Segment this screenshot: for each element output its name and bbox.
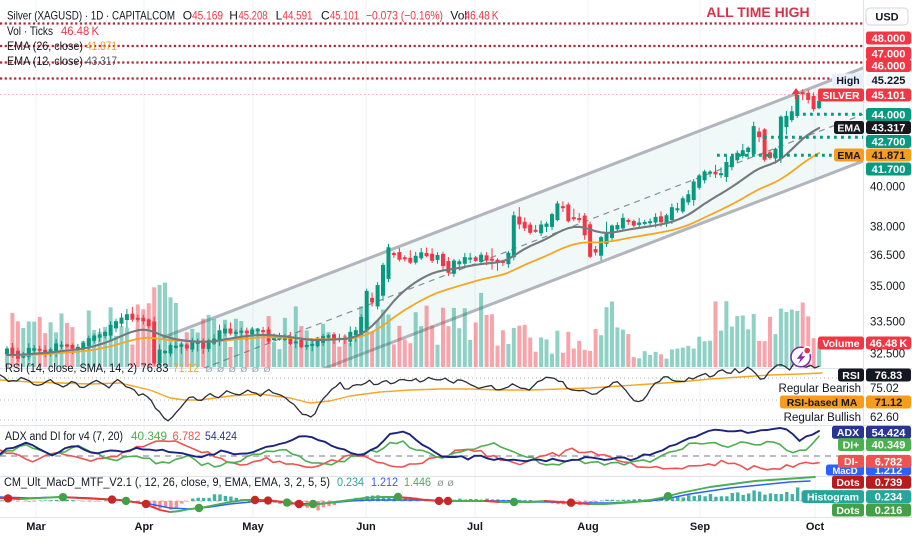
svg-text:54.424: 54.424 (872, 427, 907, 439)
svg-text:Histogram: Histogram (807, 491, 859, 503)
svg-text:41.871: 41.871 (872, 150, 906, 162)
svg-text:ø ø ø ø ø ø: ø ø ø ø ø ø (205, 364, 271, 375)
svg-text:44.000: 44.000 (872, 110, 906, 122)
svg-text:1.446: 1.446 (404, 477, 431, 489)
svg-text:ALL TIME HIGH: ALL TIME HIGH (706, 4, 809, 20)
svg-text:46.000: 46.000 (872, 61, 906, 73)
svg-text:41.871: 41.871 (86, 39, 117, 53)
svg-text:C: C (321, 9, 330, 23)
svg-text:EMA: EMA (837, 150, 861, 162)
svg-text:CM_Ult_MacD_MTF_V2.1 (, 12, 26: CM_Ult_MacD_MTF_V2.1 (, 12, 26, close, 9… (4, 477, 330, 489)
svg-text:38.000: 38.000 (870, 222, 905, 234)
svg-text:35.000: 35.000 (870, 281, 905, 293)
svg-text:Jul: Jul (467, 521, 483, 533)
svg-text:Regular Bearish: Regular Bearish (779, 383, 861, 395)
svg-text:High: High (836, 75, 859, 87)
svg-text:40.000: 40.000 (870, 182, 905, 194)
svg-text:45.101: 45.101 (330, 9, 359, 23)
svg-text:Regular Bullish: Regular Bullish (784, 412, 861, 424)
svg-text:6.782: 6.782 (173, 431, 201, 443)
svg-text:USD: USD (875, 12, 898, 24)
svg-text:ADX: ADX (837, 427, 859, 439)
svg-text:75.02: 75.02 (870, 383, 899, 395)
svg-text:RSI-based MA: RSI-based MA (787, 397, 858, 409)
svg-text:0.234: 0.234 (875, 492, 903, 504)
svg-text:6.782: 6.782 (875, 456, 903, 468)
svg-text:71.12: 71.12 (875, 397, 903, 409)
svg-text:45.225: 45.225 (872, 75, 906, 87)
svg-text:54.424: 54.424 (205, 431, 238, 443)
svg-text:71.12: 71.12 (173, 363, 199, 375)
svg-text:EMA (12, close): EMA (12, close) (7, 54, 83, 68)
svg-text:ADX and DI for v4 (7, 20): ADX and DI for v4 (7, 20) (5, 431, 123, 443)
svg-text:41.700: 41.700 (872, 164, 906, 176)
svg-text:0.234: 0.234 (337, 477, 365, 489)
svg-text:48.000: 48.000 (872, 33, 906, 45)
svg-text:43.317: 43.317 (872, 123, 906, 135)
svg-text:44.591: 44.591 (283, 9, 313, 23)
svg-text:62.60: 62.60 (870, 412, 899, 424)
svg-text:ø ø: ø ø (437, 477, 455, 489)
svg-text:Aug: Aug (577, 521, 598, 533)
svg-text:RSI: RSI (842, 370, 860, 382)
svg-text:Mar: Mar (26, 521, 46, 533)
svg-text:EMA (26, close): EMA (26, close) (7, 39, 83, 53)
svg-text:Dots: Dots (836, 505, 859, 517)
svg-text:Vol · Ticks: Vol · Ticks (7, 24, 53, 38)
svg-text:DI-: DI- (844, 456, 859, 468)
svg-text:46.48 K: 46.48 K (61, 24, 99, 38)
svg-text:76.83: 76.83 (875, 370, 903, 382)
svg-text:45.169: 45.169 (192, 9, 223, 23)
svg-text:45.208: 45.208 (239, 9, 268, 23)
svg-text:36.500: 36.500 (870, 250, 905, 262)
svg-text:Apr: Apr (135, 521, 155, 533)
svg-text:1.212: 1.212 (371, 477, 398, 489)
svg-text:Dots: Dots (836, 477, 859, 489)
svg-text:−0.073 (−0.16%): −0.073 (−0.16%) (366, 9, 443, 23)
svg-text:32.500: 32.500 (870, 349, 905, 361)
svg-text:SILVER: SILVER (822, 90, 860, 102)
svg-text:76.83: 76.83 (141, 363, 169, 375)
svg-text:H: H (229, 9, 238, 23)
svg-text:DI+: DI+ (843, 439, 860, 451)
svg-text:46.48 K: 46.48 K (465, 9, 499, 23)
svg-text:O: O (183, 9, 192, 23)
svg-text:Sep: Sep (690, 521, 710, 533)
svg-text:Volume: Volume (822, 338, 859, 350)
svg-text:40.349: 40.349 (872, 440, 906, 452)
svg-text:Oct: Oct (806, 521, 825, 533)
svg-text:43.317: 43.317 (86, 54, 117, 68)
svg-text:40.349: 40.349 (131, 431, 167, 443)
svg-text:45.101: 45.101 (872, 90, 906, 102)
svg-text:Silver (XAGUSD) · 1D · CAPITAL: Silver (XAGUSD) · 1D · CAPITALCOM (7, 9, 175, 23)
svg-text:EMA: EMA (837, 122, 861, 134)
svg-text:33.500: 33.500 (870, 316, 905, 328)
svg-text:0.739: 0.739 (875, 477, 903, 489)
svg-text:47.000: 47.000 (872, 48, 906, 60)
svg-text:42.700: 42.700 (872, 137, 906, 149)
svg-text:May: May (242, 521, 264, 533)
svg-text:Jun: Jun (356, 521, 376, 533)
svg-text:0.216: 0.216 (875, 505, 903, 517)
svg-text:46.48 K: 46.48 K (870, 338, 908, 350)
svg-text:RSI (14, close, SMA, 14, 2): RSI (14, close, SMA, 14, 2) (5, 363, 137, 375)
